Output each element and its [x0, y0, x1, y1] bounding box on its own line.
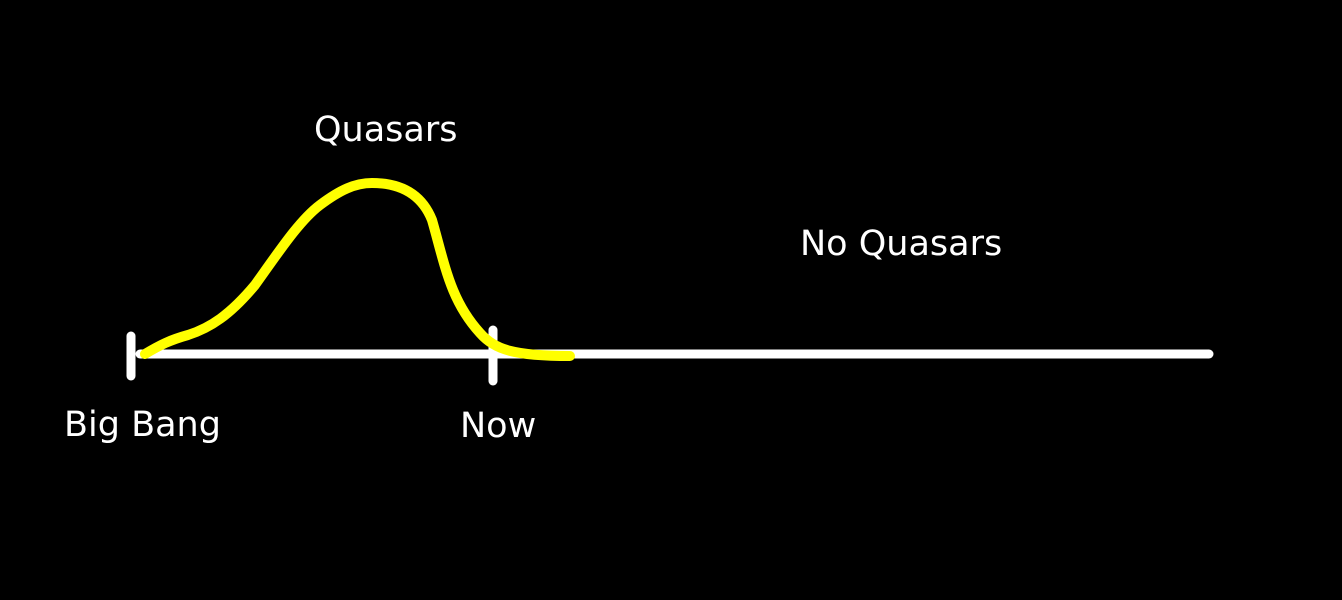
quasars-label: Quasars — [314, 110, 458, 150]
quasar-abundance-curve — [140, 178, 575, 361]
big-bang-label: Big Bang — [64, 405, 221, 445]
no-quasars-label: No Quasars — [800, 224, 1003, 264]
now-label: Now — [460, 406, 537, 446]
